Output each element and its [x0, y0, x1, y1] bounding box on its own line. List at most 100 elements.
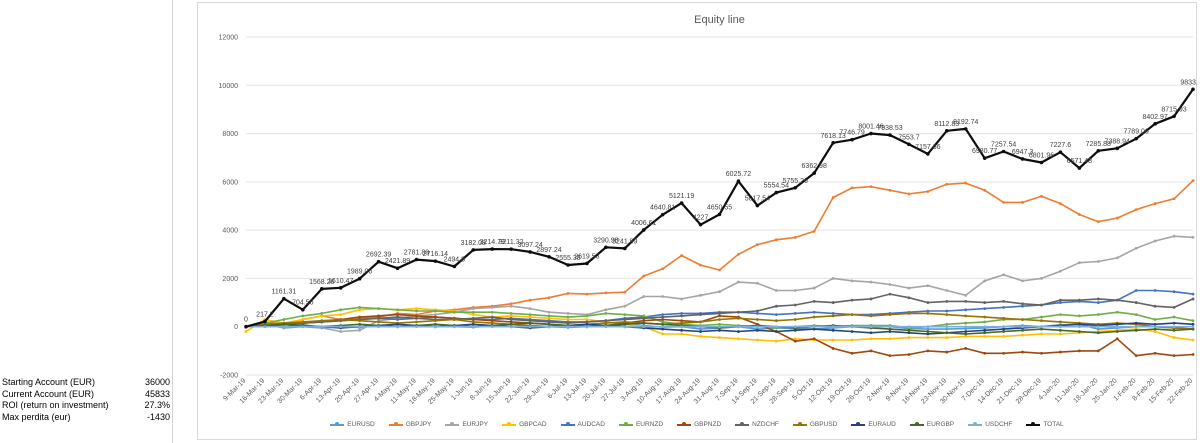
- data-point-gbpcad: [301, 318, 305, 321]
- data-label: 2716.14: [423, 251, 448, 258]
- data-label: 7746.79: [839, 130, 864, 137]
- data-point-eurjpy: [1153, 239, 1157, 243]
- data-point-audcad: [945, 309, 949, 313]
- stat-value: -1430: [146, 411, 170, 422]
- data-point-eurjpy: [926, 284, 930, 288]
- data-label: 1610.47: [328, 278, 353, 285]
- data-point-gbpcad: [888, 337, 892, 341]
- data-point-usdchf: [585, 325, 589, 329]
- data-point-nzdchf: [1153, 304, 1157, 308]
- data-point-total: [319, 287, 324, 291]
- data-label: 9833.35: [1180, 79, 1198, 86]
- data-point-nzdchf: [490, 315, 494, 319]
- data-point-euraud: [661, 327, 665, 331]
- data-point-gbpcad: [926, 336, 930, 339]
- data-point-total: [963, 127, 968, 131]
- legend-item: NZDCHF: [735, 421, 779, 428]
- data-point-eurjpy: [1059, 269, 1062, 273]
- data-point-audcad: [1002, 306, 1005, 309]
- data-point-audcad: [793, 312, 797, 315]
- data-point-gbpjpy: [699, 263, 702, 267]
- data-point-total: [471, 248, 476, 252]
- data-point-eurnzd: [490, 310, 494, 314]
- data-point-nzdchf: [793, 303, 797, 307]
- data-point-eurnzd: [415, 309, 418, 313]
- data-label: 2494.8: [444, 256, 466, 263]
- data-point-nzdchf: [471, 316, 475, 320]
- data-point-eurjpy: [604, 308, 608, 312]
- data-point-nzdchf: [623, 318, 627, 321]
- data-point-usdchf: [471, 325, 475, 329]
- data-point-usdchf: [869, 325, 873, 329]
- data-label: 0: [244, 317, 248, 324]
- data-point-euraud: [755, 328, 759, 332]
- data-point-gbpjpy: [812, 229, 816, 233]
- data-point-gbpusd: [907, 312, 911, 315]
- data-point-euraud: [907, 331, 911, 335]
- equity-chart[interactable]: Equity line -2000 0 2000 4000 6000 8000 10000 12…: [197, 2, 1198, 440]
- data-point-total: [338, 286, 343, 290]
- data-point-eurjpy: [1002, 273, 1005, 277]
- legend-swatch: [792, 422, 807, 426]
- y-tick-label: 12000: [219, 35, 239, 42]
- data-point-usdchf: [1021, 325, 1024, 329]
- data-point-gbpnzd: [509, 320, 513, 324]
- legend-item: EURGBP: [909, 421, 955, 428]
- data-point-nzdchf: [1096, 297, 1100, 301]
- data-point-usdchf: [396, 325, 399, 329]
- data-point-total: [1096, 149, 1101, 153]
- data-point-gbpcad: [566, 318, 570, 321]
- data-point-audcad: [812, 310, 816, 314]
- data-point-euraud: [1115, 322, 1119, 326]
- data-point-usdchf: [907, 325, 911, 329]
- data-point-usdchf: [434, 325, 437, 329]
- data-point-gbpcad: [983, 334, 987, 338]
- data-point-audcad: [774, 313, 778, 317]
- data-point-gbpusd: [471, 320, 475, 324]
- data-label: 5121.19: [669, 193, 694, 200]
- stat-value: 36000: [144, 377, 170, 387]
- legend-item: TOTAL: [1026, 421, 1064, 428]
- legend-label: EURJPY: [462, 421, 489, 428]
- data-point-nzdchf: [604, 319, 608, 323]
- data-point-gbpnzd: [377, 314, 380, 318]
- data-point-eurjpy: [755, 281, 759, 285]
- data-point-total: [433, 259, 438, 263]
- data-point-eurjpy: [699, 293, 702, 297]
- data-point-eurnzd: [604, 312, 608, 315]
- data-point-total: [982, 156, 987, 160]
- data-point-eurgbp: [509, 322, 513, 326]
- data-label: 7157.66: [915, 144, 940, 151]
- data-point-total: [244, 324, 248, 329]
- data-point-gbpjpy: [1059, 202, 1062, 205]
- data-point-eurnzd: [377, 307, 380, 311]
- data-point-gbpjpy: [1153, 202, 1157, 205]
- data-point-gbpjpy: [509, 302, 513, 306]
- y-tick-label: 2000: [222, 276, 238, 283]
- data-point-audcad: [1153, 289, 1157, 292]
- data-point-gbpusd: [737, 316, 740, 320]
- data-point-total: [357, 276, 362, 281]
- data-point-eurjpy: [358, 328, 362, 332]
- data-point-gbpusd: [831, 314, 835, 318]
- data-point-nzdchf: [377, 316, 380, 320]
- data-point-gbpusd: [452, 318, 456, 321]
- data-point-gbpcad: [1040, 332, 1043, 336]
- data-point-total: [604, 245, 608, 250]
- data-point-gbpnzd: [793, 339, 797, 343]
- data-point-nzdchf: [850, 298, 854, 302]
- chart-legend: EURUSD GBPJPY EURJPY GBPCAD AUDCAD EURNZD GBPN…: [198, 421, 1196, 428]
- y-tick-label: -2000: [220, 373, 238, 380]
- data-point-total: [547, 254, 551, 259]
- data-point-total: [395, 266, 400, 271]
- data-point-total: [1001, 149, 1006, 154]
- data-point-gbpjpy: [1096, 220, 1100, 224]
- data-point-total: [1172, 114, 1176, 119]
- data-point-usdchf: [509, 325, 513, 329]
- data-point-audcad: [1191, 292, 1195, 296]
- data-point-eurjpy: [983, 279, 987, 283]
- legend-label: EURGBP: [926, 421, 955, 428]
- data-point-gbpnzd: [1040, 351, 1043, 355]
- data-point-usdchf: [1153, 325, 1157, 329]
- data-point-usdchf: [358, 325, 362, 329]
